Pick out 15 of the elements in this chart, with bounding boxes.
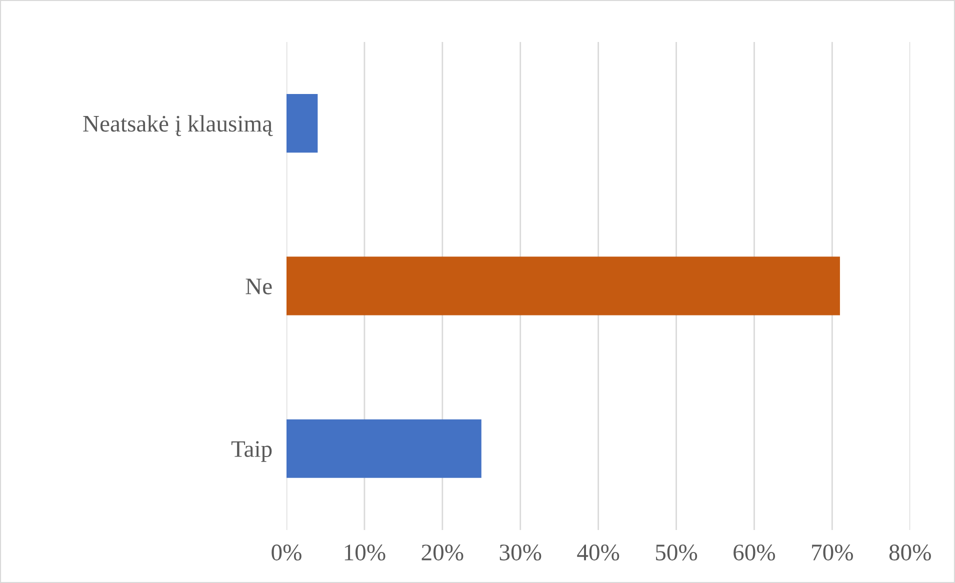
x-tick-label: 70% bbox=[812, 544, 853, 561]
y-tick-label: Taip bbox=[231, 441, 272, 462]
x-tick-label: 20% bbox=[422, 544, 464, 561]
y-tick-label: Neatsakė į klausimą bbox=[83, 115, 273, 136]
x-tick-label: 50% bbox=[656, 544, 698, 561]
x-tick-label: 0% bbox=[272, 544, 302, 561]
x-tick-label: 80% bbox=[889, 544, 931, 561]
x-tick-label: 30% bbox=[500, 544, 542, 561]
bar bbox=[286, 256, 840, 316]
bar bbox=[286, 94, 318, 153]
x-tick-label: 10% bbox=[344, 544, 386, 561]
bar bbox=[286, 419, 482, 478]
x-tick-label: 60% bbox=[734, 544, 776, 561]
x-tick-label: 40% bbox=[577, 544, 620, 561]
y-tick-label: Ne bbox=[246, 278, 272, 294]
